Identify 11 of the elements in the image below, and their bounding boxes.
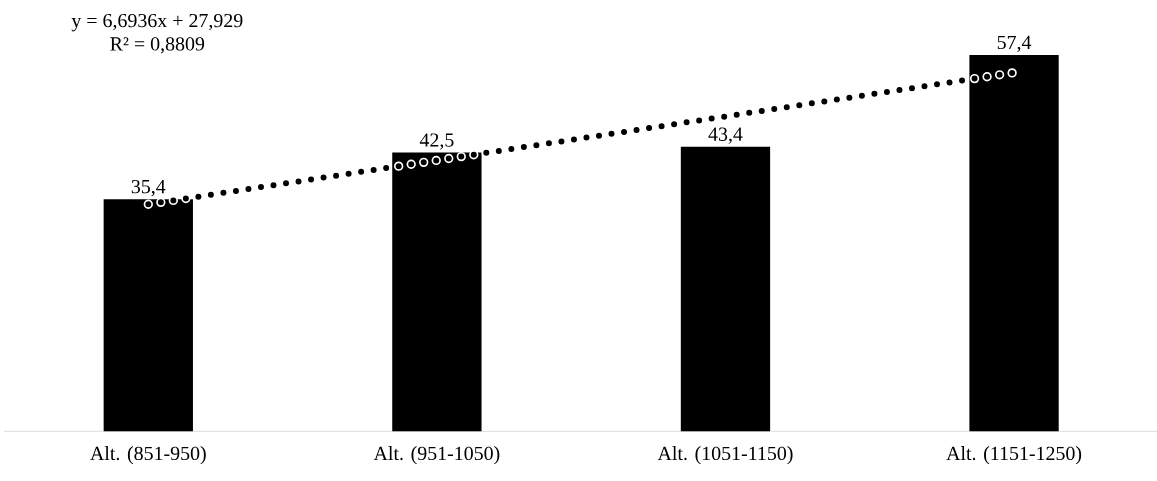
- x-tick-label: Alt. (951-1050): [373, 446, 500, 465]
- text: y = 6,6936x + 27,929: [71, 13, 243, 32]
- data-label: 43,4: [708, 127, 743, 144]
- bar: [680, 146, 771, 432]
- x-tick-label: Alt. (1051-1150): [657, 446, 793, 465]
- data-label: 35,4: [131, 179, 166, 197]
- x-tick-label: Alt. (851-950): [90, 446, 206, 465]
- data-label: 57,4: [997, 35, 1032, 52]
- text: R² = 0,8809: [110, 37, 205, 54]
- x-tick-label: Alt. (1151-1250): [946, 446, 1082, 465]
- data-label: 42,5: [419, 133, 454, 150]
